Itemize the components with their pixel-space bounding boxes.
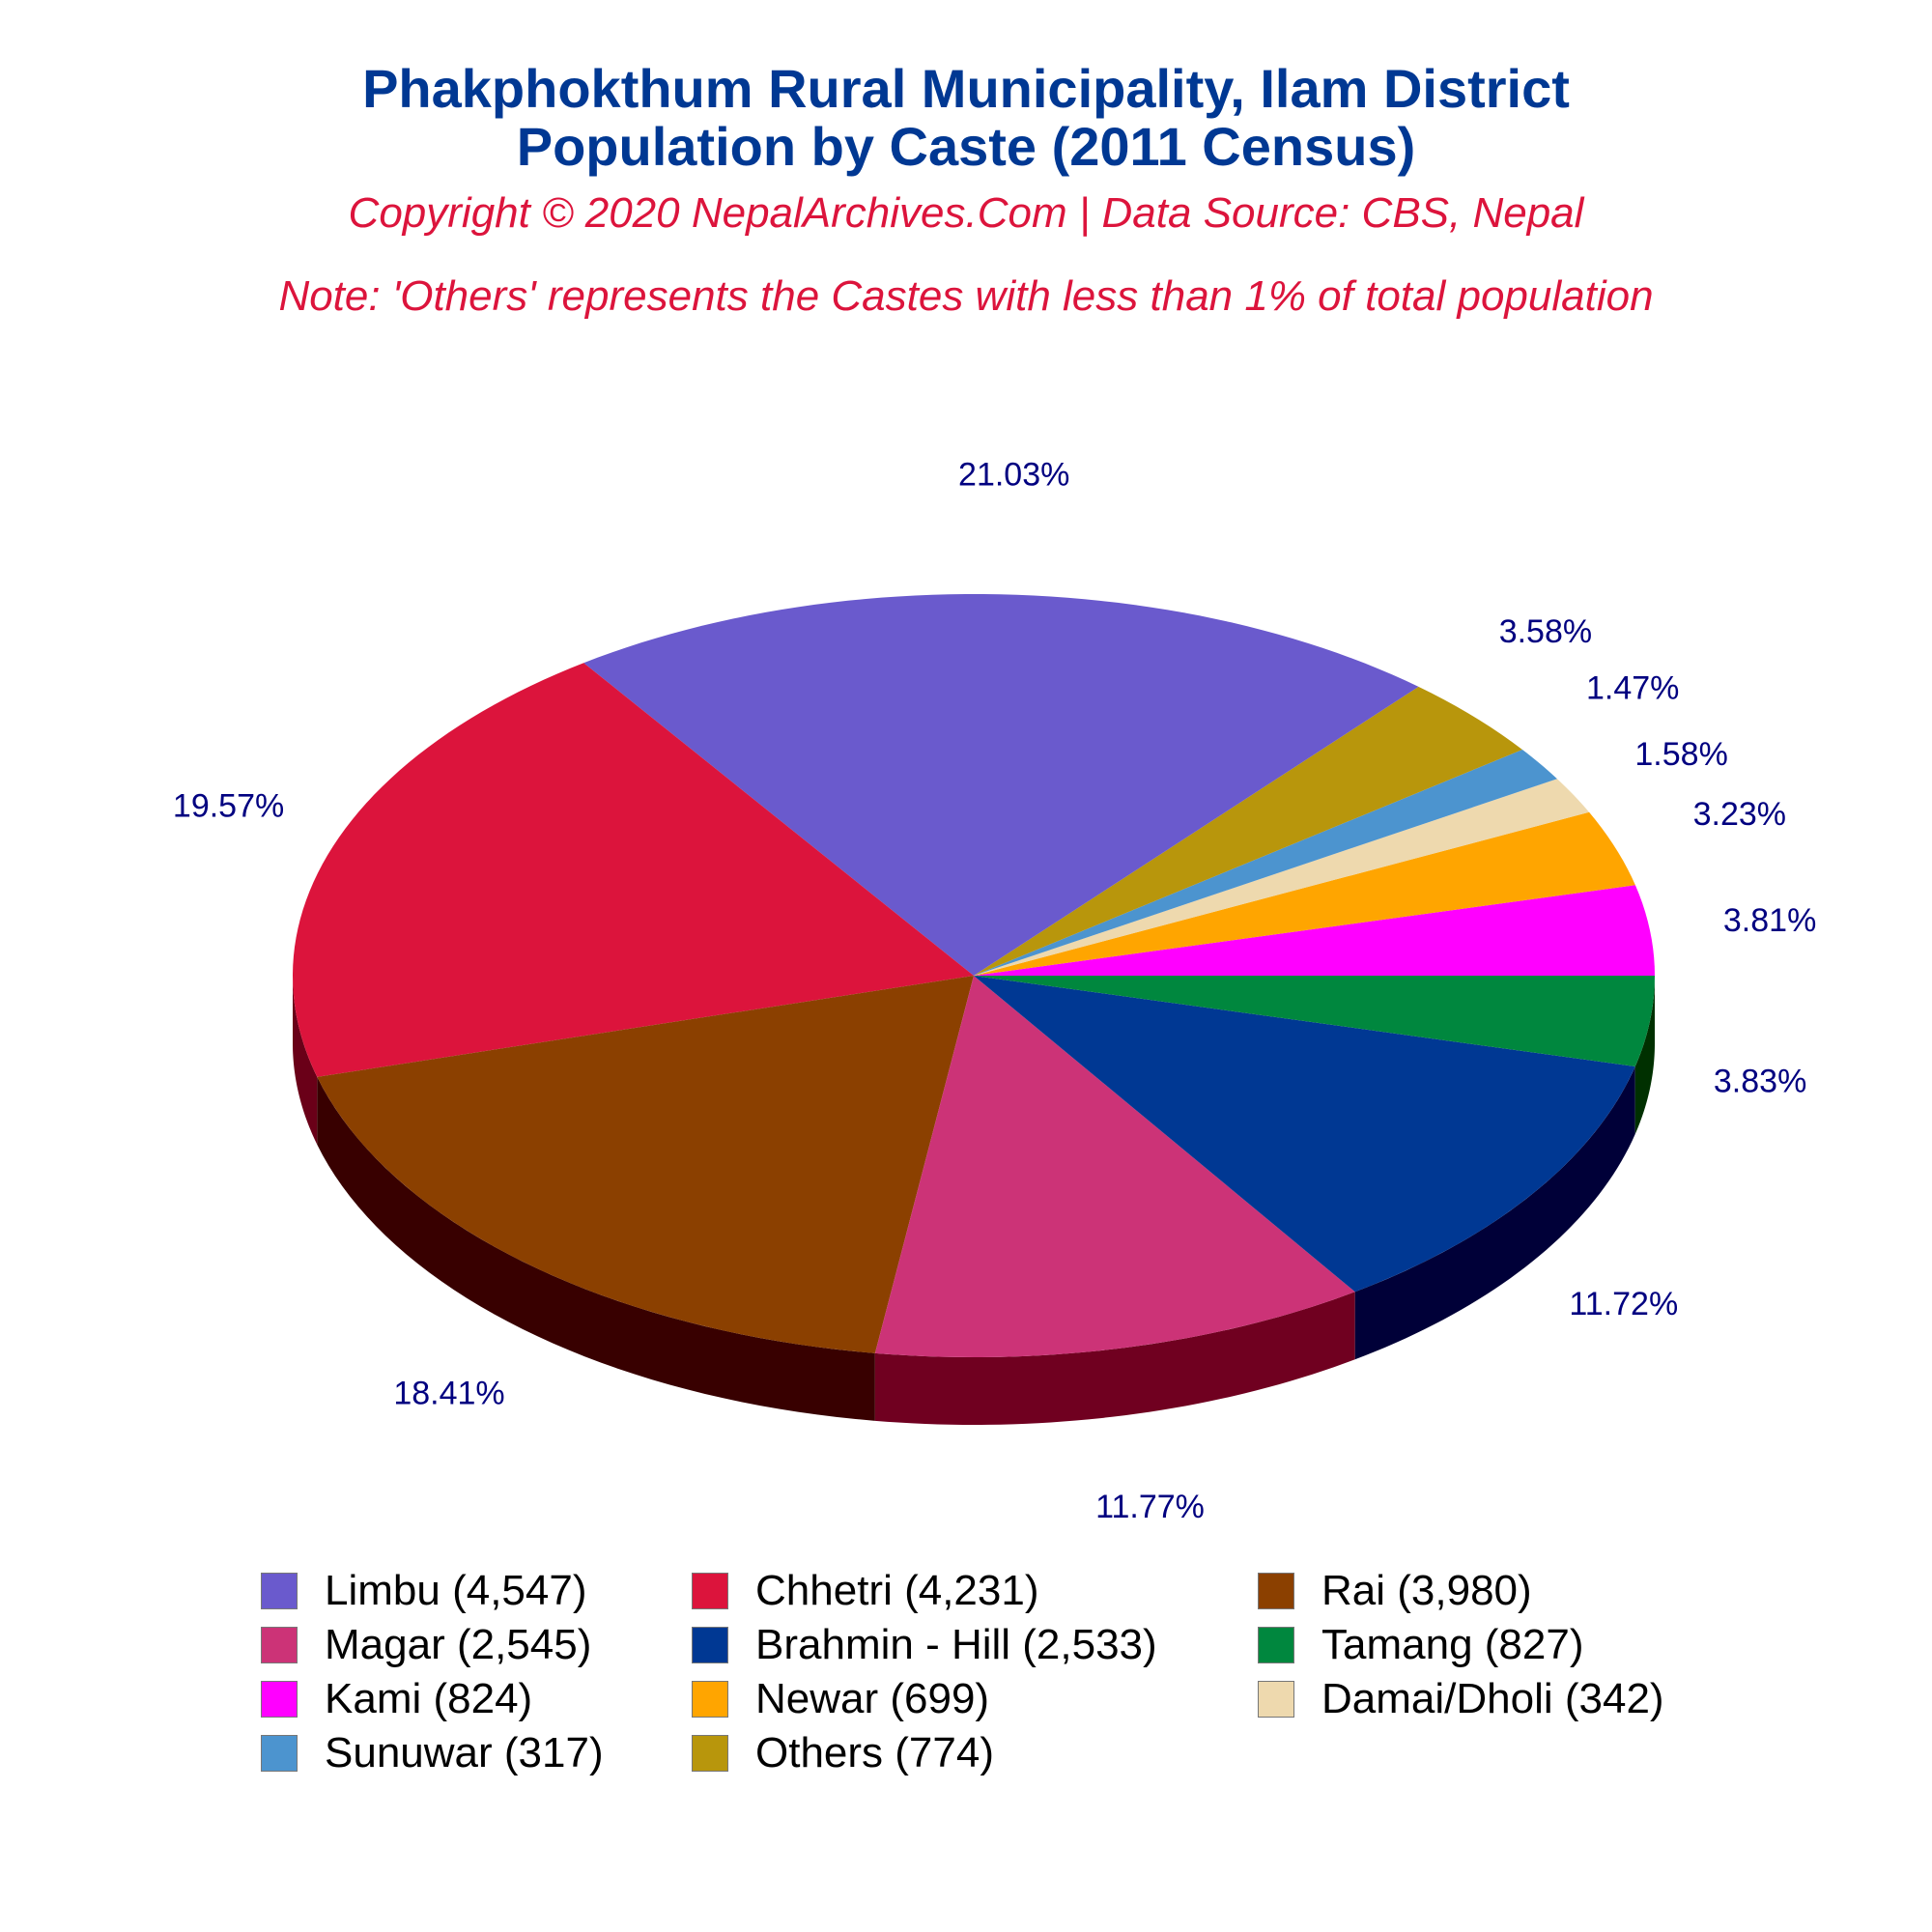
legend-label: Sunuwar (317) xyxy=(325,1729,604,1776)
chart-title-line-2: Population by Caste (2011 Census) xyxy=(516,116,1416,177)
chart-header: Phakphokthum Rural Municipality, Ilam Di… xyxy=(0,60,1932,321)
legend-label: Chhetri (4,231) xyxy=(755,1567,1039,1614)
legend-swatch xyxy=(261,1681,298,1718)
legend-item-others: Others (774) xyxy=(692,1727,994,1779)
pie-side-chhetri xyxy=(293,976,318,1145)
pie-slice-newar xyxy=(974,811,1635,976)
pie-label-rai: 18.41% xyxy=(393,1376,504,1412)
legend-swatch xyxy=(1258,1627,1294,1663)
pie-label-others: 3.58% xyxy=(1499,613,1592,650)
legend-item-kami: Kami (824) xyxy=(261,1673,532,1725)
legend-item-chhetri: Chhetri (4,231) xyxy=(692,1565,1038,1617)
legend-label: Limbu (4,547) xyxy=(325,1567,587,1614)
chart-title-line-1: Phakphokthum Rural Municipality, Ilam Di… xyxy=(362,58,1570,119)
legend-swatch xyxy=(692,1573,728,1609)
pie-label-brahmin-hill: 11.72% xyxy=(1569,1286,1678,1322)
chart-note: Note: 'Others' represents the Castes wit… xyxy=(278,272,1654,320)
legend-label: Newar (699) xyxy=(755,1675,990,1722)
legend-item-rai: Rai (3,980) xyxy=(1258,1565,1532,1617)
legend-swatch xyxy=(261,1573,298,1609)
pie-side-magar xyxy=(874,1292,1355,1425)
pie-side-brahmin-hill xyxy=(1354,1066,1635,1360)
legend-item-newar: Newar (699) xyxy=(692,1673,989,1725)
pie-slice-kami xyxy=(974,885,1655,976)
legend-label: Damai/Dholi (342) xyxy=(1321,1675,1664,1722)
legend-label: Magar (2,545) xyxy=(325,1621,592,1668)
legend-item-tamang: Tamang (827) xyxy=(1258,1619,1583,1671)
pie-slice-damai-dholi xyxy=(974,779,1590,976)
legend-label: Tamang (827) xyxy=(1321,1621,1584,1668)
legend-item-brahmin-hill: Brahmin - Hill (2,533) xyxy=(692,1619,1157,1671)
legend-swatch xyxy=(1258,1681,1294,1718)
pie-slice-chhetri xyxy=(293,663,974,1077)
pie-slice-rai xyxy=(317,976,974,1353)
pie-side-tamang xyxy=(1634,976,1655,1135)
pie-slice-magar xyxy=(874,976,1355,1357)
pie-top-slices xyxy=(293,594,1655,1357)
pie-label-kami: 3.81% xyxy=(1723,902,1816,939)
legend-item-magar: Magar (2,545) xyxy=(261,1619,591,1671)
legend-label: Others (774) xyxy=(755,1729,994,1776)
pie-slice-others xyxy=(974,686,1522,976)
pie-slice-tamang xyxy=(974,976,1655,1067)
pie-label-damai-dholi: 1.58% xyxy=(1634,736,1727,773)
pie-slice-sunuwar xyxy=(974,749,1557,976)
legend-swatch xyxy=(261,1627,298,1663)
pie-label-magar: 11.77% xyxy=(1095,1489,1205,1525)
legend-swatch xyxy=(692,1681,728,1718)
chart-subtitle: Copyright © 2020 NepalArchives.Com | Dat… xyxy=(348,189,1584,237)
legend-swatch xyxy=(692,1735,728,1772)
pie-label-limbu: 21.03% xyxy=(958,457,1069,494)
legend-swatch xyxy=(261,1735,298,1772)
pie-label-tamang: 3.83% xyxy=(1714,1063,1806,1099)
legend-item-sunuwar: Sunuwar (317) xyxy=(261,1727,604,1779)
legend-item-damai-dholi: Damai/Dholi (342) xyxy=(1258,1673,1664,1725)
legend-label: Brahmin - Hill (2,533) xyxy=(755,1621,1157,1668)
legend-item-limbu: Limbu (4,547) xyxy=(261,1565,586,1617)
legend-label: Kami (824) xyxy=(325,1675,533,1722)
pie-slice-limbu xyxy=(583,594,1419,976)
pie-labels: 3.81% 3.23% 1.58% 1.47% 3.58% 21.03% 19.57% 18.… xyxy=(173,457,1816,1525)
pie-label-chhetri: 19.57% xyxy=(173,788,284,825)
pie-label-newar: 3.23% xyxy=(1693,796,1786,833)
pie-side-walls xyxy=(293,976,1655,1425)
legend-swatch xyxy=(692,1627,728,1663)
legend-label: Rai (3,980) xyxy=(1321,1567,1532,1614)
pie-label-sunuwar: 1.47% xyxy=(1586,670,1679,707)
pie-side-rai xyxy=(317,1076,875,1421)
pie-slice-brahmin-hill xyxy=(974,976,1635,1293)
legend-swatch xyxy=(1258,1573,1294,1609)
